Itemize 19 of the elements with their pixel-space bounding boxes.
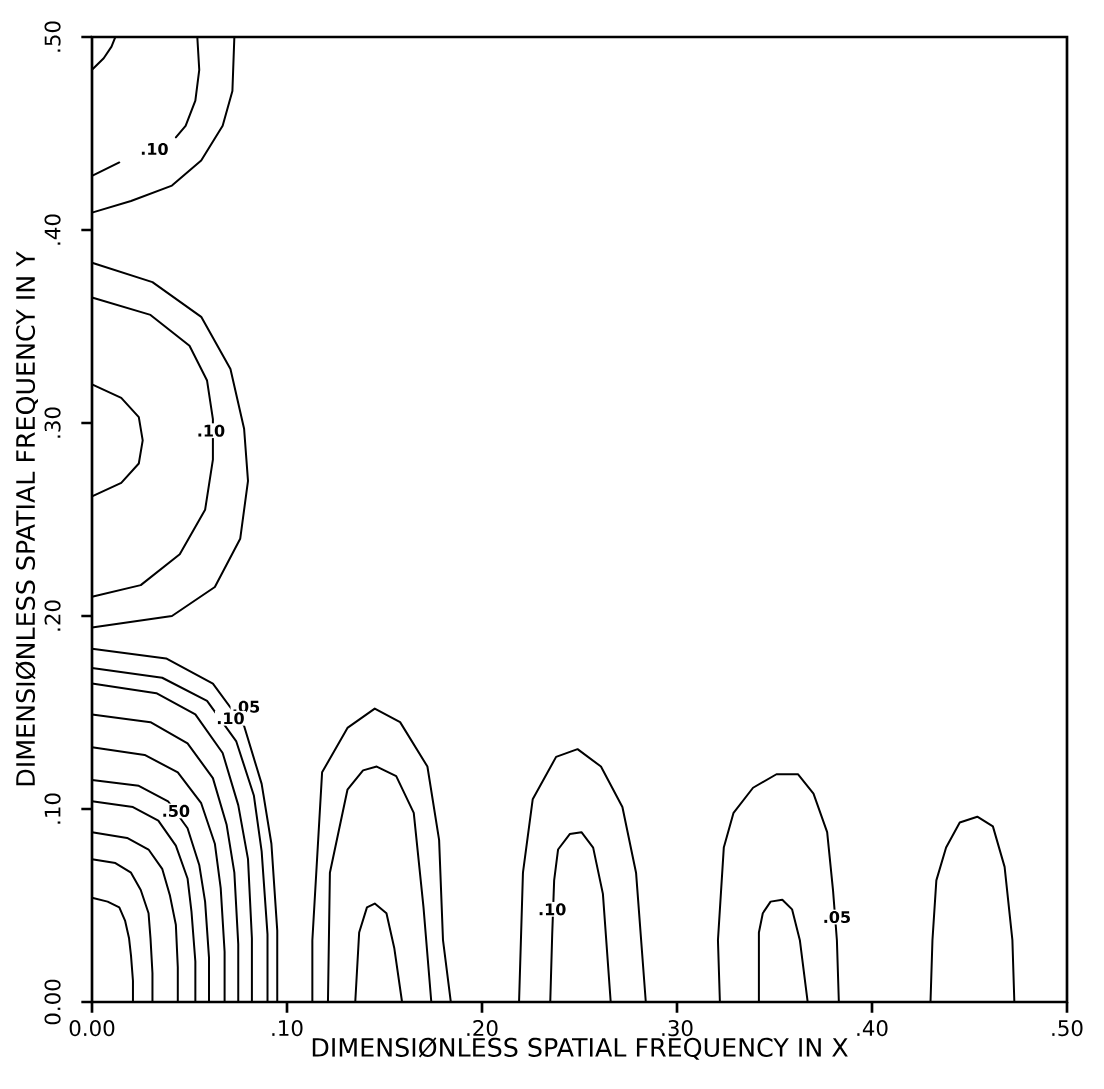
x-tick-label: .40 — [857, 1020, 888, 1037]
x-axis-title: DIMENSIØNLESS SPATIAL FREQUENCY IN X — [312, 1037, 848, 1060]
x-tick-label: .20 — [467, 1020, 498, 1037]
y-tick-label: .30 — [44, 407, 61, 438]
annotation: .05 — [824, 911, 850, 924]
annotation: .10 — [141, 142, 168, 155]
y-axis-title: DIMENSIØNLESS SPATIAL FREQUENCY IN Y — [15, 251, 38, 786]
y-tick-label: .10 — [44, 793, 61, 824]
y-tick-label: .20 — [44, 600, 61, 631]
x-tick-label: 0.00 — [69, 1020, 115, 1037]
x-tick-label: .30 — [662, 1020, 693, 1037]
x-tick-label: .10 — [272, 1020, 303, 1037]
x-tick-label: .50 — [1052, 1020, 1083, 1037]
annotation: .10 — [198, 424, 225, 437]
annotation: .50 — [163, 804, 190, 817]
y-tick-label: .50 — [44, 21, 61, 52]
annotation: .10 — [217, 712, 244, 725]
y-tick-label: .40 — [44, 214, 61, 245]
annotation: .10 — [539, 903, 566, 916]
